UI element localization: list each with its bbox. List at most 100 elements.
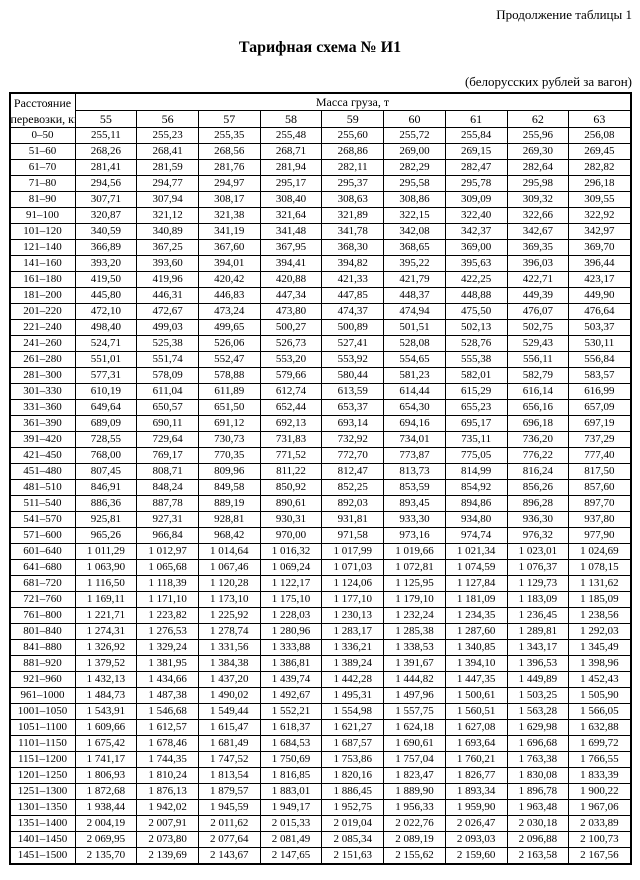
tariff-cell: 612,74 bbox=[259, 383, 323, 400]
tariff-cell: 1 171,10 bbox=[136, 591, 199, 608]
tariff-cell: 1 011,29 bbox=[74, 543, 138, 560]
tariff-cell: 1 285,38 bbox=[383, 623, 446, 640]
tariff-cell: 933,30 bbox=[383, 511, 446, 528]
tariff-cell: 555,38 bbox=[444, 351, 508, 368]
distance-cell: 281–300 bbox=[9, 367, 76, 384]
tariff-cell: 812,47 bbox=[321, 463, 385, 480]
tariff-cell: 1 549,44 bbox=[197, 703, 261, 720]
tariff-cell: 1 238,56 bbox=[568, 607, 631, 624]
tariff-cell: 295,78 bbox=[444, 175, 508, 192]
tariff-cell: 1 016,32 bbox=[259, 543, 323, 560]
distance-cell: 881–920 bbox=[9, 655, 76, 672]
tariff-cell: 1 872,68 bbox=[74, 783, 138, 800]
distance-cell: 141–160 bbox=[9, 255, 76, 272]
table-row: 1001–1050 1 543,91 1 546,68 1 549,44 1 552,2… bbox=[9, 703, 631, 720]
tariff-cell: 1 618,37 bbox=[259, 719, 323, 736]
tariff-cell: 1 490,02 bbox=[197, 687, 261, 704]
mass-column-header: 58 bbox=[259, 110, 323, 128]
tariff-cell: 616,99 bbox=[568, 383, 631, 400]
tariff-cell: 1 012,97 bbox=[136, 543, 199, 560]
tariff-cell: 255,48 bbox=[259, 127, 323, 144]
tariff-cell: 856,26 bbox=[506, 479, 570, 496]
tariff-cell: 1 823,47 bbox=[383, 767, 446, 784]
tariff-cell: 475,50 bbox=[444, 303, 508, 320]
distance-cell: 331–360 bbox=[9, 399, 76, 416]
tariff-cell: 2 135,70 bbox=[74, 847, 138, 865]
tariff-cell: 735,11 bbox=[444, 431, 508, 448]
tariff-cell: 255,96 bbox=[506, 127, 570, 144]
units-note: (белорусских рублей за вагон) bbox=[464, 74, 632, 89]
tariff-cell: 2 030,18 bbox=[506, 815, 570, 832]
tariff-cell: 849,58 bbox=[197, 479, 261, 496]
tariff-cell: 1 122,17 bbox=[259, 575, 323, 592]
distance-cell: 451–480 bbox=[9, 463, 76, 480]
tariff-cell: 321,64 bbox=[259, 207, 323, 224]
table-row: 541–570 925,81 927,31 928,81 930,31 931,81 933… bbox=[9, 511, 631, 528]
tariff-cell: 255,84 bbox=[444, 127, 508, 144]
tariff-cell: 309,32 bbox=[506, 191, 570, 208]
tariff-cell: 649,64 bbox=[74, 399, 138, 416]
tariff-cell: 1 684,53 bbox=[259, 735, 323, 752]
tariff-cell: 366,89 bbox=[74, 239, 138, 256]
tariff-cell: 340,89 bbox=[136, 223, 199, 240]
tariff-cell: 552,47 bbox=[197, 351, 261, 368]
tariff-cell: 527,41 bbox=[321, 335, 385, 352]
tariff-cell: 896,28 bbox=[506, 495, 570, 512]
distance-cell: 1351–1400 bbox=[9, 815, 76, 832]
table-row: 121–140 366,89 367,25 367,60 367,95 368,30 368… bbox=[9, 239, 631, 256]
distance-cell: 1051–1100 bbox=[9, 719, 76, 736]
tariff-cell: 500,89 bbox=[321, 319, 385, 336]
distance-column-header: Расстояние перевозки, км bbox=[9, 92, 76, 128]
table-row: 261–280 551,01 551,74 552,47 553,20 553,92 554… bbox=[9, 351, 631, 368]
tariff-cell: 1 396,53 bbox=[506, 655, 570, 672]
tariff-cell: 294,77 bbox=[136, 175, 199, 192]
tariff-cell: 1 169,11 bbox=[74, 591, 138, 608]
tariff-cell: 308,86 bbox=[383, 191, 446, 208]
tariff-cell: 1 629,98 bbox=[506, 719, 570, 736]
tariff-cell: 1 492,67 bbox=[259, 687, 323, 704]
tariff-cell: 1 566,05 bbox=[568, 703, 631, 720]
tariff-cell: 1 696,68 bbox=[506, 735, 570, 752]
tariff-cell: 269,15 bbox=[444, 143, 508, 160]
tariff-cell: 321,89 bbox=[321, 207, 385, 224]
tariff-cell: 281,94 bbox=[259, 159, 323, 176]
tariff-cell: 611,04 bbox=[136, 383, 199, 400]
tariff-cell: 930,31 bbox=[259, 511, 323, 528]
table-row: 761–800 1 221,71 1 223,82 1 225,92 1 228,03 1… bbox=[9, 607, 631, 624]
tariff-cell: 854,92 bbox=[444, 479, 508, 496]
tariff-cell: 691,12 bbox=[197, 415, 261, 432]
tariff-cell: 551,01 bbox=[74, 351, 138, 368]
tariff-cell: 611,89 bbox=[197, 383, 261, 400]
tariff-cell: 2 019,04 bbox=[321, 815, 385, 832]
tariff-cell: 476,64 bbox=[568, 303, 631, 320]
tariff-cell: 934,80 bbox=[444, 511, 508, 528]
tariff-cell: 526,73 bbox=[259, 335, 323, 352]
tariff-cell: 421,33 bbox=[321, 271, 385, 288]
tariff-cell: 472,67 bbox=[136, 303, 199, 320]
tariff-cell: 697,19 bbox=[568, 415, 631, 432]
tariff-cell: 736,20 bbox=[506, 431, 570, 448]
tariff-cell: 580,44 bbox=[321, 367, 385, 384]
tariff-cell: 1 949,17 bbox=[259, 799, 323, 816]
tariff-cell: 690,11 bbox=[136, 415, 199, 432]
tariff-cell: 769,17 bbox=[136, 447, 199, 464]
tariff-cell: 282,82 bbox=[568, 159, 631, 176]
tariff-cell: 1 223,82 bbox=[136, 607, 199, 624]
tariff-cell: 2 167,56 bbox=[568, 847, 631, 865]
tariff-cell: 1 398,96 bbox=[568, 655, 631, 672]
tariff-cell: 1 023,01 bbox=[506, 543, 570, 560]
tariff-cell: 1 384,38 bbox=[197, 655, 261, 672]
tariff-cell: 1 632,88 bbox=[568, 719, 631, 736]
tariff-cell: 582,79 bbox=[506, 367, 570, 384]
tariff-cell: 610,19 bbox=[74, 383, 138, 400]
tariff-cell: 1 741,17 bbox=[74, 751, 138, 768]
tariff-cell: 1 883,01 bbox=[259, 783, 323, 800]
tariff-cell: 1 175,10 bbox=[259, 591, 323, 608]
table-row: 681–720 1 116,50 1 118,39 1 120,28 1 122,17 1… bbox=[9, 575, 631, 592]
table-row: 451–480 807,45 808,71 809,96 811,22 812,47 813… bbox=[9, 463, 631, 480]
page-title: Тарифная схема № И1 bbox=[238, 39, 402, 56]
tariff-cell: 1 763,38 bbox=[506, 751, 570, 768]
tariff-cell: 1 557,75 bbox=[383, 703, 446, 720]
tariff-cell: 499,65 bbox=[197, 319, 261, 336]
tariff-cell: 853,59 bbox=[383, 479, 446, 496]
